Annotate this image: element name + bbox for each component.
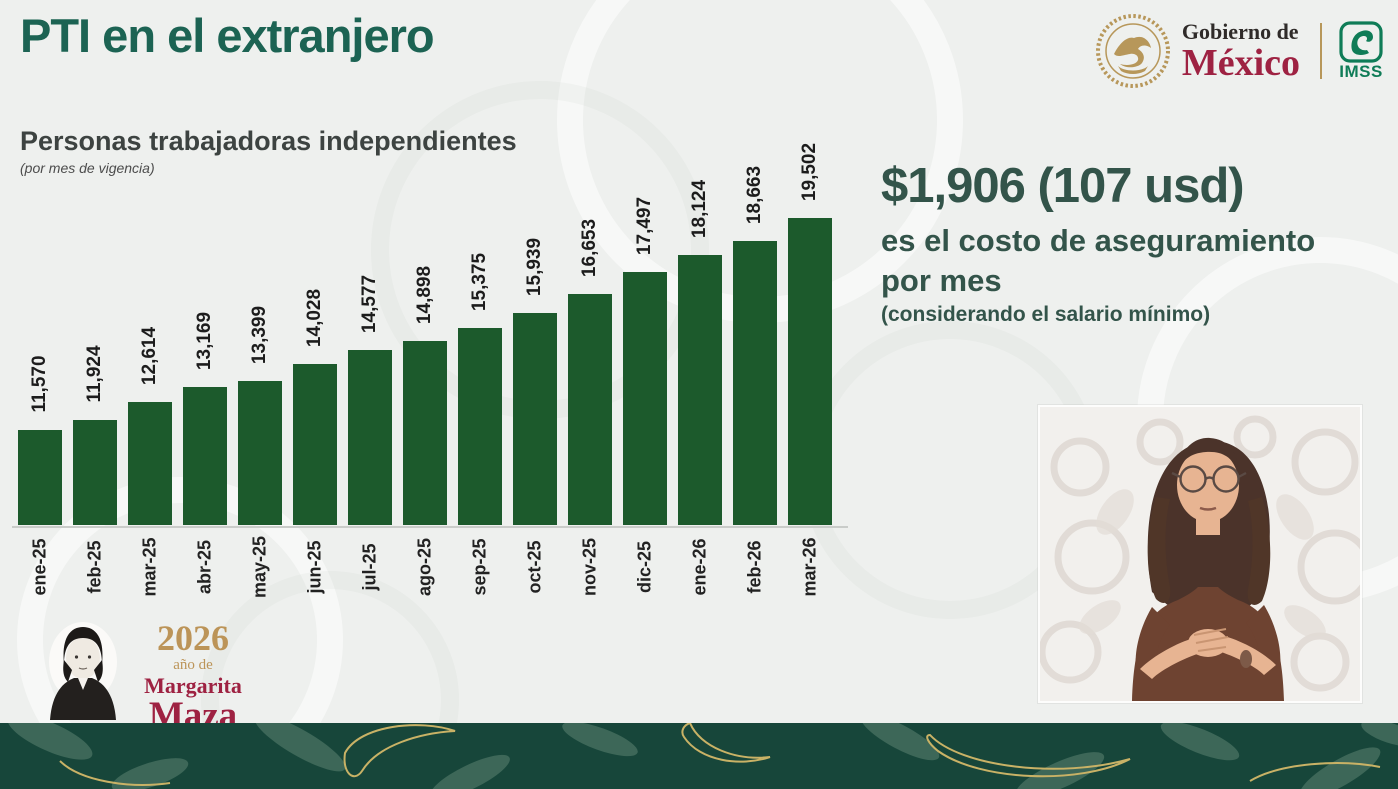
bar	[623, 272, 667, 525]
x-axis-label: jul-25	[359, 543, 380, 591]
imss-text: IMSS	[1339, 62, 1383, 81]
emblem-ano-de: año de	[173, 657, 213, 673]
bar	[678, 255, 722, 525]
imss-logo: IMSS	[1338, 20, 1384, 82]
cost-note-text: (considerando el salario mínimo)	[881, 303, 1211, 326]
bar-value-label: 11,570	[29, 355, 50, 413]
bar-value-label: 16,653	[579, 218, 600, 278]
bar	[733, 241, 777, 525]
cost-highlight-block: $1,906 (107 usd) es el costo de aseguram…	[881, 158, 1381, 327]
mexico-text: México	[1181, 41, 1300, 84]
x-axis-label: feb-25	[84, 540, 105, 594]
bar-value-label: 17,497	[634, 196, 655, 256]
bar	[568, 294, 612, 525]
bar-value-label: 13,169	[194, 311, 215, 371]
sign-language-interpreter-illustration	[1040, 407, 1360, 701]
bar	[128, 402, 172, 525]
x-axis-line	[12, 526, 848, 528]
imss-eagle-icon	[1339, 21, 1383, 63]
emblem-year: 2026	[157, 618, 229, 658]
x-axis-label: ene-26	[689, 538, 710, 596]
margarita-maza-portrait-icon	[49, 622, 117, 720]
x-axis-label: nov-25	[579, 537, 600, 597]
bar-value-label: 12,614	[139, 326, 160, 386]
x-axis-label: ene-25	[29, 538, 50, 596]
x-axis-label: abr-25	[194, 539, 215, 595]
bar-value-label: 13,399	[249, 305, 270, 365]
margarita-maza-text: 2026 año de Margarita Maza	[138, 620, 248, 734]
bar	[348, 350, 392, 525]
bar	[458, 328, 502, 525]
mexico-coat-of-arms-icon	[1095, 14, 1170, 88]
x-axis-label: mar-25	[139, 537, 160, 597]
bar-value-label: 18,124	[689, 179, 710, 239]
bar	[238, 381, 282, 525]
bar-value-label: 14,028	[304, 288, 325, 348]
margarita-maza-emblem: 2026 año de Margarita Maza	[42, 620, 248, 734]
x-axis-label: ago-25	[414, 537, 435, 597]
chart-title: Personas trabajadoras independientes	[20, 126, 517, 156]
sign-language-interpreter-box	[1038, 405, 1362, 703]
bar-value-label: 11,924	[84, 345, 105, 403]
bar-value-label: 14,898	[414, 265, 435, 325]
page-title: PTI en el extranjero	[20, 9, 435, 62]
cost-description-line1: es el costo de aseguramiento	[881, 223, 1316, 258]
government-branding: Gobierno de México IMSS	[1094, 12, 1384, 90]
x-axis-label: oct-25	[524, 540, 545, 594]
footer-decorative-band	[0, 723, 1398, 789]
x-axis-label: may-25	[249, 535, 270, 599]
cost-amount-text: $1,906 (107 usd)	[881, 159, 1245, 213]
emblem-margarita: Margarita	[144, 673, 242, 698]
bar-value-label: 18,663	[744, 165, 765, 225]
x-axis-label: mar-26	[799, 537, 820, 597]
x-axis-label: jun-25	[304, 540, 325, 594]
bar-value-label: 19,502	[799, 142, 820, 202]
gobierno-de-mexico-wordmark: Gobierno de México	[1181, 18, 1300, 84]
gold-divider-line	[1320, 23, 1322, 79]
bar-value-label: 15,939	[524, 237, 545, 297]
bar-value-label: 15,375	[469, 252, 490, 312]
bar	[403, 341, 447, 525]
bar	[183, 387, 227, 525]
bar	[513, 313, 557, 525]
x-axis-label: dic-25	[634, 540, 655, 594]
bar	[18, 430, 62, 525]
x-axis-label: feb-26	[744, 540, 765, 594]
bar	[73, 420, 117, 525]
chart-subtitle: (por mes de vigencia)	[20, 160, 155, 176]
bar-value-label: 14,577	[359, 274, 380, 334]
gobierno-de-text: Gobierno de	[1181, 18, 1299, 44]
bar	[293, 364, 337, 525]
cost-description-line2: por mes	[881, 263, 1002, 298]
x-axis-label: sep-25	[469, 538, 490, 596]
bar	[788, 218, 832, 525]
